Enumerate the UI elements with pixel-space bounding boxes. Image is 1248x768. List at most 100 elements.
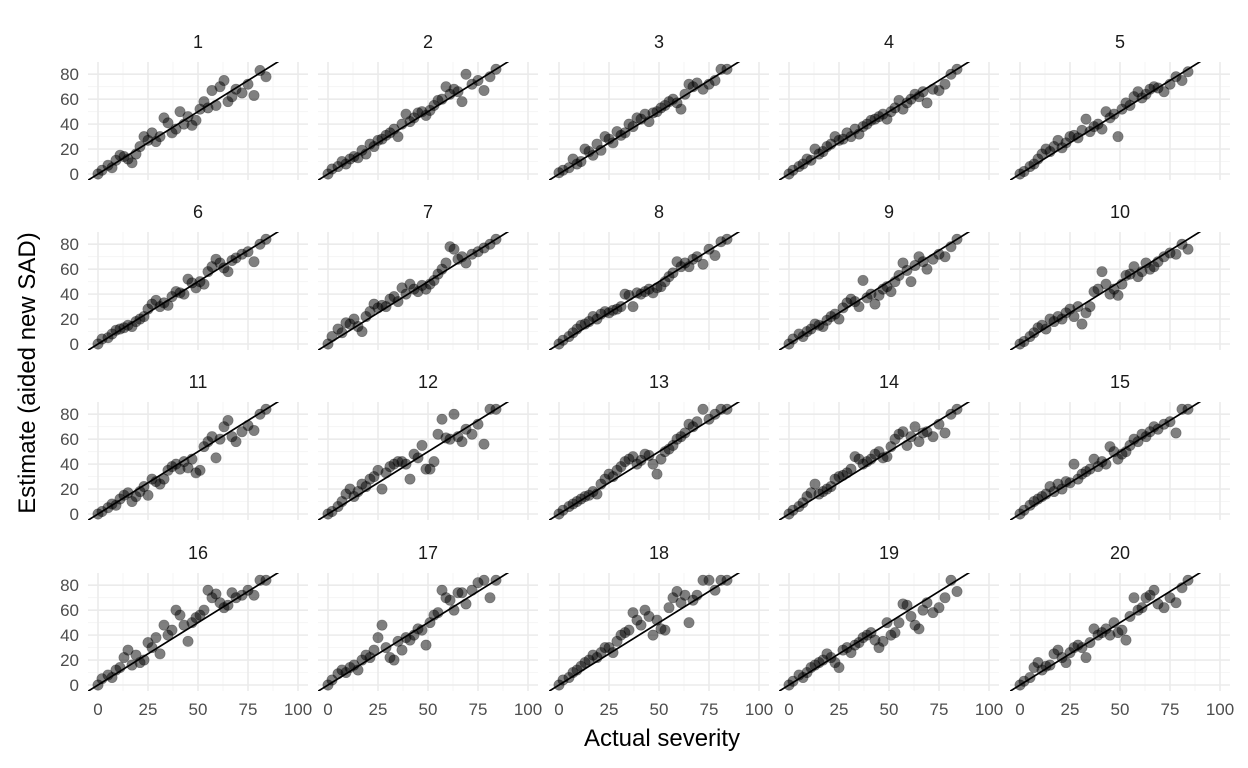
x-tick-label: 50	[1111, 700, 1130, 719]
data-point	[1116, 624, 1128, 636]
data-point	[913, 436, 925, 448]
data-point	[909, 421, 921, 433]
data-point	[1182, 243, 1194, 255]
x-tick-label: 100	[1206, 700, 1234, 719]
data-point	[154, 648, 166, 660]
data-point	[921, 97, 933, 109]
data-point	[1176, 74, 1188, 86]
data-point	[1128, 592, 1140, 604]
data-point	[368, 644, 380, 656]
identity-line	[318, 232, 510, 350]
y-tick-label: 60	[60, 601, 79, 620]
x-tick-label: 50	[419, 700, 438, 719]
y-tick-label: 20	[60, 651, 79, 670]
facet-label: 15	[1110, 372, 1130, 392]
facet-panel-15: 15	[1010, 372, 1230, 520]
data-point	[939, 78, 951, 90]
identity-line	[779, 62, 971, 180]
facet-label: 6	[193, 202, 203, 222]
y-tick-label: 40	[60, 455, 79, 474]
facet-panel-1: 1 0 20 40 60 80	[60, 32, 308, 184]
data-point	[939, 592, 951, 604]
data-point	[1128, 261, 1140, 273]
facet-label: 14	[879, 372, 899, 392]
y-tick-label: 80	[60, 405, 79, 424]
data-point	[222, 266, 234, 278]
x-tick-label: 100	[514, 700, 542, 719]
identity-line	[549, 62, 741, 180]
facet-panel-4: 4	[779, 32, 999, 180]
points-group	[92, 64, 272, 180]
points-group	[92, 574, 272, 691]
data-point	[679, 589, 691, 601]
facet-label: 7	[423, 202, 433, 222]
identity-line	[88, 573, 280, 691]
data-point	[1096, 123, 1108, 135]
x-tick-label: 0	[93, 700, 102, 719]
data-point	[1120, 634, 1132, 646]
facet-panel-9: 9	[779, 202, 999, 350]
data-point	[833, 313, 845, 325]
data-point	[939, 427, 951, 439]
data-point	[392, 131, 404, 143]
data-point	[833, 662, 845, 674]
identity-line	[549, 573, 741, 691]
data-point	[869, 298, 881, 310]
data-point	[651, 468, 663, 480]
data-point	[466, 428, 478, 440]
facet-panel-11: 11 0 20 40 60 80	[60, 372, 308, 524]
x-tick-label: 0	[784, 700, 793, 719]
identity-line	[549, 232, 741, 350]
data-point	[877, 635, 889, 647]
facet-panel-3: 3	[549, 32, 769, 180]
data-point	[921, 263, 933, 275]
facet-panel-18: 18 0 25 50 75 100	[549, 543, 773, 719]
data-point	[1080, 113, 1092, 125]
x-tick-label: 75	[1161, 700, 1180, 719]
data-point	[697, 258, 709, 270]
x-tick-label: 75	[930, 700, 949, 719]
data-point	[1148, 584, 1160, 596]
data-point	[1068, 458, 1080, 470]
data-point	[166, 624, 178, 636]
data-point	[951, 585, 963, 597]
data-point	[1080, 652, 1092, 664]
data-point	[372, 632, 384, 644]
data-point	[260, 71, 272, 83]
data-point	[691, 416, 703, 428]
x-tick-label: 75	[469, 700, 488, 719]
facet-panel-17: 17 0 25 50 75 100	[318, 543, 542, 719]
data-point	[683, 617, 695, 629]
facet-label: 20	[1110, 543, 1130, 563]
y-tick-label: 40	[60, 115, 79, 134]
data-point	[126, 157, 138, 169]
facet-label: 3	[654, 32, 664, 52]
data-point	[198, 604, 210, 616]
data-point	[182, 635, 194, 647]
data-point	[905, 610, 917, 622]
data-point	[122, 644, 134, 656]
facet-label: 17	[418, 543, 438, 563]
data-point	[885, 286, 897, 298]
data-point	[889, 627, 901, 639]
data-point	[456, 436, 468, 448]
identity-line	[88, 62, 280, 180]
data-point	[1112, 289, 1124, 301]
identity-line	[1010, 62, 1202, 180]
y-tick-label: 0	[70, 676, 79, 695]
y-tick-label: 60	[60, 430, 79, 449]
identity-line	[88, 232, 280, 350]
data-point	[158, 619, 170, 631]
facet-label: 8	[654, 202, 664, 222]
data-point	[1084, 301, 1096, 313]
y-tick-label: 0	[70, 335, 79, 354]
facet-panel-19: 19 0 25 50 75 100	[779, 543, 1003, 719]
identity-line	[1010, 232, 1202, 350]
facet-label: 16	[188, 543, 208, 563]
x-tick-label: 50	[189, 700, 208, 719]
facet-panel-20: 20 0 25 50 75 100	[1010, 543, 1234, 719]
data-point	[248, 589, 260, 601]
data-point	[1170, 427, 1182, 439]
data-point	[388, 654, 400, 666]
data-point	[1096, 266, 1108, 278]
